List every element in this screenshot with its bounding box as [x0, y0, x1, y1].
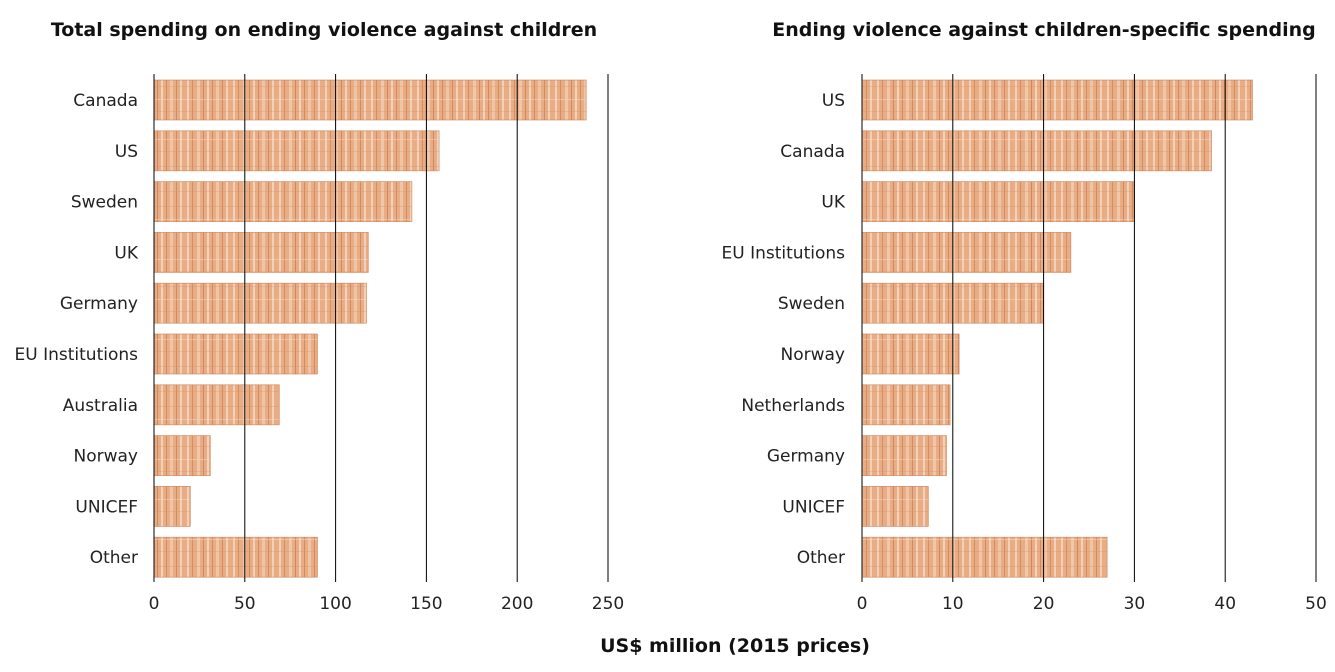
x-tick-label: 50: [1305, 594, 1327, 614]
bar-germany: [862, 435, 947, 476]
bar-uk: [862, 181, 1135, 222]
x-tick-label: 10: [942, 594, 964, 614]
bar-unicef: [862, 486, 929, 527]
bar-us: [154, 130, 440, 171]
category-label: Sweden: [778, 294, 845, 314]
category-label: Netherlands: [741, 396, 845, 416]
chart-panel-total: Total spending on ending violence agains…: [15, 19, 625, 614]
category-label: Other: [90, 548, 138, 568]
chart-panel-specific: Ending violence against children-specifi…: [722, 19, 1327, 614]
category-label: Australia: [63, 396, 138, 416]
x-tick-label: 200: [501, 594, 533, 614]
bar-eu-institutions: [154, 334, 318, 374]
bar-eu-institutions: [862, 232, 1071, 273]
category-label: UNICEF: [75, 497, 138, 517]
x-tick-label: 150: [410, 594, 442, 614]
x-axis-label: US$ million (2015 prices): [600, 635, 870, 657]
category-label: UNICEF: [782, 497, 845, 517]
bar-other: [154, 537, 318, 578]
bar-norway: [862, 334, 960, 374]
bar-other: [862, 537, 1108, 578]
x-tick-label: 100: [319, 594, 351, 614]
category-label: Germany: [767, 447, 845, 467]
x-tick-labels: 0 10 20 30 40 50: [857, 594, 1327, 614]
bar-unicef: [154, 486, 191, 527]
category-label: EU Institutions: [722, 243, 846, 263]
bars: [153, 79, 587, 578]
bars: [861, 79, 1253, 578]
category-label: Germany: [60, 294, 138, 314]
x-tick-label: 40: [1214, 594, 1236, 614]
gridlines: [153, 74, 609, 582]
category-label: Norway: [74, 447, 139, 467]
x-tick-labels: 0 50 100 150 200 250: [149, 594, 625, 614]
category-labels: Canada US Sweden UK Germany EU Institutions Au…: [15, 91, 139, 568]
bar-canada: [862, 130, 1212, 171]
category-label: UK: [821, 193, 845, 213]
category-label: Norway: [781, 345, 846, 365]
bar-netherlands: [862, 384, 951, 425]
x-tick-label: 50: [234, 594, 256, 614]
bar-us: [862, 80, 1253, 120]
category-label: US: [822, 91, 845, 111]
gridlines: [861, 74, 1317, 582]
bar-uk: [154, 232, 369, 273]
chart-title: Total spending on ending violence agains…: [51, 19, 597, 41]
category-label: EU Institutions: [15, 345, 139, 365]
bar-sweden: [154, 181, 412, 222]
x-tick-label: 30: [1124, 594, 1146, 614]
category-label: Canada: [73, 91, 138, 111]
category-label: Other: [797, 548, 845, 568]
x-tick-label: 250: [592, 594, 624, 614]
category-label: UK: [114, 243, 138, 263]
bar-australia: [154, 384, 280, 425]
bar-germany: [154, 283, 367, 324]
x-tick-label: 20: [1033, 594, 1055, 614]
category-labels: US Canada UK EU Institutions Sweden Norway Net…: [722, 91, 846, 568]
category-label: US: [115, 142, 138, 162]
category-label: Canada: [780, 142, 845, 162]
chart-title: Ending violence against children-specifi…: [772, 19, 1315, 41]
category-label: Sweden: [71, 193, 138, 213]
bar-norway: [154, 435, 211, 476]
bar-canada: [154, 80, 587, 120]
x-tick-label: 0: [149, 594, 160, 614]
x-tick-label: 0: [857, 594, 868, 614]
